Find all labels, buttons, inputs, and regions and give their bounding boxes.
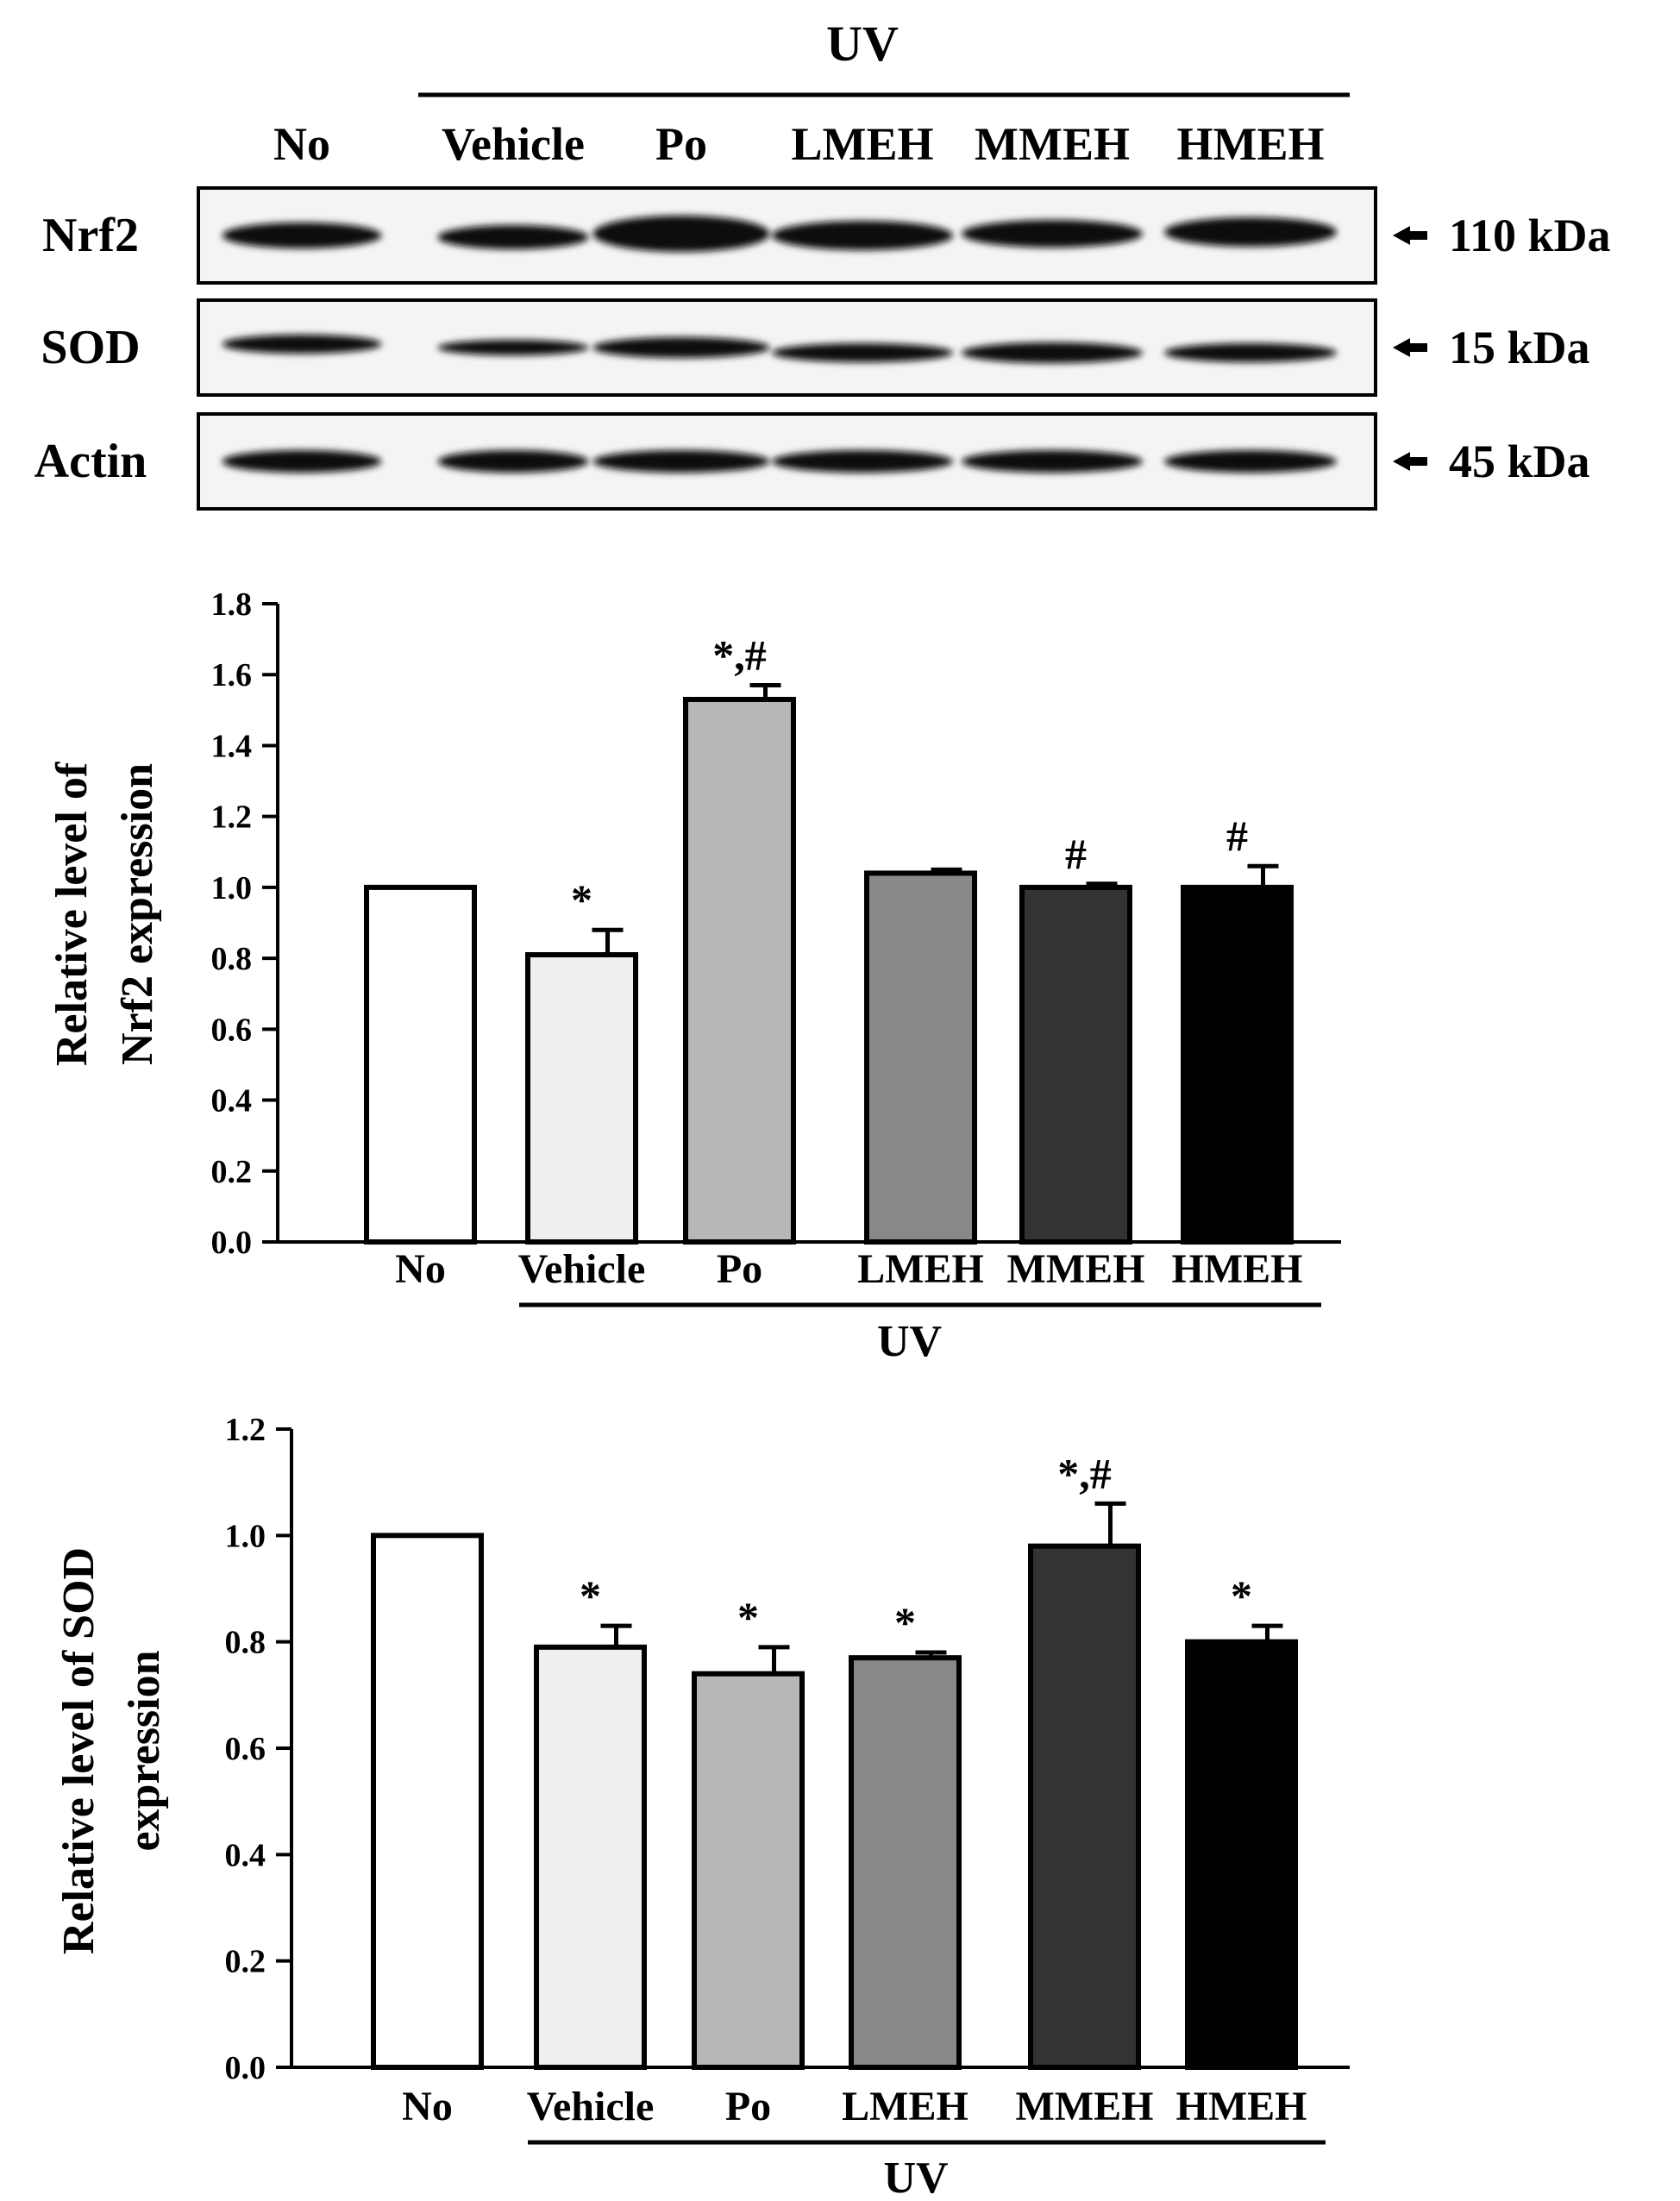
bar bbox=[525, 952, 638, 1245]
y-tick-label: 0.8 bbox=[211, 941, 253, 977]
blot-lane-label: Vehicle bbox=[442, 118, 585, 170]
uv-group-label: UV bbox=[883, 2154, 948, 2201]
y-tick-label: 1.0 bbox=[211, 870, 253, 906]
blot-band bbox=[592, 337, 770, 358]
x-tick-label: LMEH bbox=[857, 1246, 984, 1292]
y-tick-label: 1.2 bbox=[211, 800, 253, 836]
blot-band bbox=[222, 223, 382, 248]
blot-band bbox=[772, 221, 953, 250]
y-tick-label: 0.2 bbox=[225, 1944, 266, 1980]
x-tick-label: No bbox=[402, 2084, 453, 2129]
bar bbox=[1028, 1543, 1141, 2070]
blot-lane-labels: No Vehicle Po LMEH MMEH HMEH bbox=[273, 118, 1325, 170]
blot-rows: Nrf2 110 kDa SOD 15 kDa Actin 45 kDa bbox=[34, 186, 1611, 511]
bar bbox=[683, 697, 796, 1245]
blot-size-label: 15 kDa bbox=[1449, 322, 1590, 373]
x-tick-label: Vehicle bbox=[527, 2084, 655, 2129]
y-tick-label: 1.8 bbox=[211, 586, 253, 623]
blot-lane-label: MMEH bbox=[975, 118, 1130, 170]
y-tick-label: 1.0 bbox=[225, 1518, 266, 1554]
bar bbox=[534, 1644, 647, 2071]
blot-band bbox=[222, 450, 382, 473]
y-axis-title-line: Nrf2 expression bbox=[113, 763, 162, 1065]
blot-protein-label: Actin bbox=[34, 435, 147, 488]
blot-lane-label: Po bbox=[655, 118, 707, 170]
y-tick-label: 0.4 bbox=[225, 1837, 266, 1873]
blot-band bbox=[1164, 450, 1337, 473]
y-axis-title-line: Relative level of bbox=[47, 762, 97, 1066]
significance-label: * bbox=[1231, 1571, 1252, 1620]
arrow-left-icon bbox=[1393, 338, 1427, 357]
bar bbox=[1185, 1639, 1298, 2070]
x-tick-label: HMEH bbox=[1172, 1246, 1303, 1292]
blot-band bbox=[772, 343, 953, 362]
x-tick-label: No bbox=[395, 1246, 446, 1292]
y-tick-label: 0.6 bbox=[211, 1012, 253, 1048]
y-tick-label: 0.2 bbox=[211, 1154, 253, 1190]
blot-band bbox=[437, 450, 589, 473]
blot-band bbox=[962, 220, 1143, 248]
significance-label: * bbox=[894, 1598, 916, 1646]
blot-band bbox=[592, 216, 770, 252]
significance-label: *,# bbox=[1057, 1449, 1112, 1497]
bar bbox=[864, 870, 977, 1245]
blot-lane-label: LMEH bbox=[791, 118, 933, 170]
y-tick-label: 0.8 bbox=[225, 1625, 266, 1661]
y-tick-label: 0.6 bbox=[225, 1731, 266, 1767]
bar bbox=[849, 1655, 962, 2070]
bar bbox=[364, 884, 477, 1245]
blot-protein-label: SOD bbox=[41, 321, 140, 374]
bar bbox=[1181, 884, 1294, 1245]
x-tick-label: Po bbox=[717, 1246, 762, 1292]
arrow-left-icon bbox=[1393, 226, 1427, 245]
x-tick-label: LMEH bbox=[842, 2084, 969, 2129]
blot-protein-label: Nrf2 bbox=[42, 209, 139, 262]
blot-band bbox=[1164, 343, 1337, 362]
y-tick-label: 0.0 bbox=[225, 2050, 266, 2086]
arrow-left-icon bbox=[1393, 452, 1427, 471]
significance-label: *,# bbox=[712, 631, 767, 680]
western-blot: UV No Vehicle Po LMEH MMEH HMEH Nrf2 110 kDa SO… bbox=[34, 16, 1611, 511]
bar bbox=[1019, 884, 1132, 1245]
significance-label: # bbox=[1065, 830, 1087, 878]
blot-band bbox=[962, 450, 1143, 473]
significance-label: # bbox=[1226, 812, 1248, 860]
blot-size-label: 110 kDa bbox=[1449, 210, 1611, 261]
significance-label: * bbox=[737, 1593, 759, 1641]
blot-uv-label: UV bbox=[826, 16, 899, 72]
bar bbox=[371, 1533, 484, 2071]
blot-band bbox=[222, 335, 382, 354]
x-tick-label: Po bbox=[725, 2084, 771, 2129]
y-axis-title-line: Relative level of SOD bbox=[54, 1547, 103, 1954]
blot-band bbox=[962, 342, 1143, 363]
x-tick-label: MMEH bbox=[1007, 1246, 1145, 1292]
y-tick-label: 0.0 bbox=[211, 1225, 253, 1261]
sod-bar-chart: 0.0 0.2 0.4 0.6 0.8 1.0 1.2 Relative level of S… bbox=[54, 1412, 1350, 2201]
blot-band bbox=[1164, 217, 1337, 247]
uv-group-label: UV bbox=[877, 1317, 942, 1366]
x-tick-label: MMEH bbox=[1016, 2084, 1154, 2129]
significance-label: * bbox=[571, 875, 592, 924]
y-axis-title-line: expression bbox=[120, 1650, 169, 1851]
significance-label: * bbox=[580, 1571, 601, 1620]
blot-band bbox=[437, 340, 589, 355]
blot-lane-label: HMEH bbox=[1177, 118, 1325, 170]
blot-lane-label: No bbox=[273, 118, 330, 170]
nrf2-bar-chart: 0.0 0.2 0.4 0.6 0.8 1.0 1.2 1.4 1.6 1.8 Relative l… bbox=[47, 586, 1341, 1366]
blot-band bbox=[437, 225, 589, 249]
y-axis-title: Relative level of Nrf2 expression bbox=[47, 762, 162, 1066]
blot-band bbox=[772, 450, 953, 473]
y-axis-title: Relative level of SOD expression bbox=[54, 1547, 169, 1954]
bar bbox=[692, 1671, 805, 2070]
blot-size-label: 45 kDa bbox=[1449, 436, 1590, 487]
blot-band bbox=[592, 450, 770, 473]
y-tick-label: 0.4 bbox=[211, 1083, 253, 1119]
y-tick-label: 1.2 bbox=[225, 1412, 266, 1448]
x-tick-label: HMEH bbox=[1176, 2084, 1307, 2129]
y-tick-label: 1.6 bbox=[211, 657, 253, 693]
x-tick-label: Vehicle bbox=[518, 1246, 646, 1292]
y-tick-label: 1.4 bbox=[211, 728, 253, 764]
